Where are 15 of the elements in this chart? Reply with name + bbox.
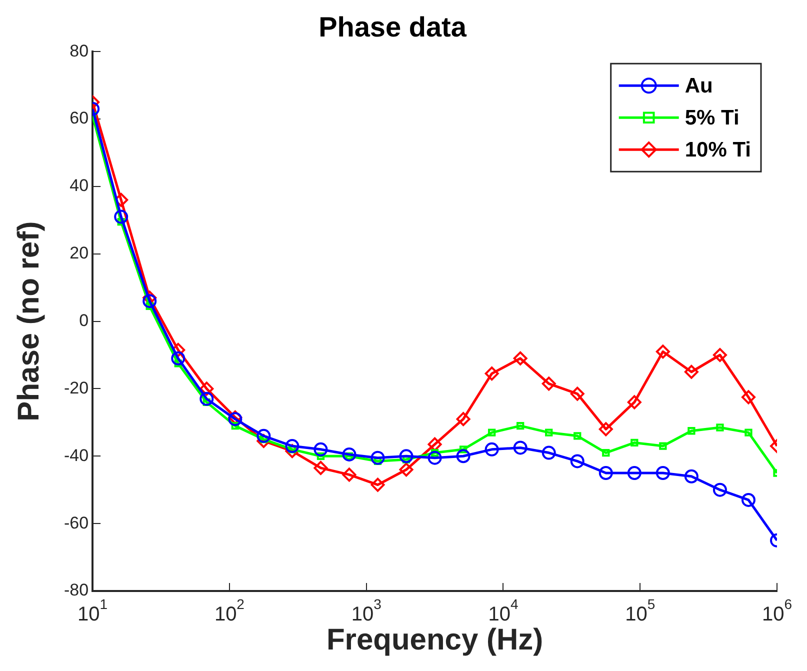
x-axis-title: Frequency (Hz) [326, 623, 544, 656]
y-tick-label: -20 [64, 378, 89, 398]
legend-label: 5% Ti [684, 106, 740, 130]
y-tick-label: -40 [64, 446, 89, 465]
y-tick-label: 80 [70, 41, 89, 60]
y-tick-label: 60 [70, 108, 89, 128]
y-tick-label: 20 [70, 244, 89, 263]
y-tick-label: -60 [64, 513, 89, 532]
y-tick-label: -80 [64, 580, 89, 600]
y-tick-label: 40 [70, 176, 89, 196]
legend-label: 10% Ti [684, 138, 752, 162]
y-axis-title: Phase (no ref) [12, 221, 46, 422]
chart-title: Phase data [318, 12, 467, 43]
y-tick-label: 0 [79, 310, 89, 330]
legend-label: Au [684, 74, 713, 98]
